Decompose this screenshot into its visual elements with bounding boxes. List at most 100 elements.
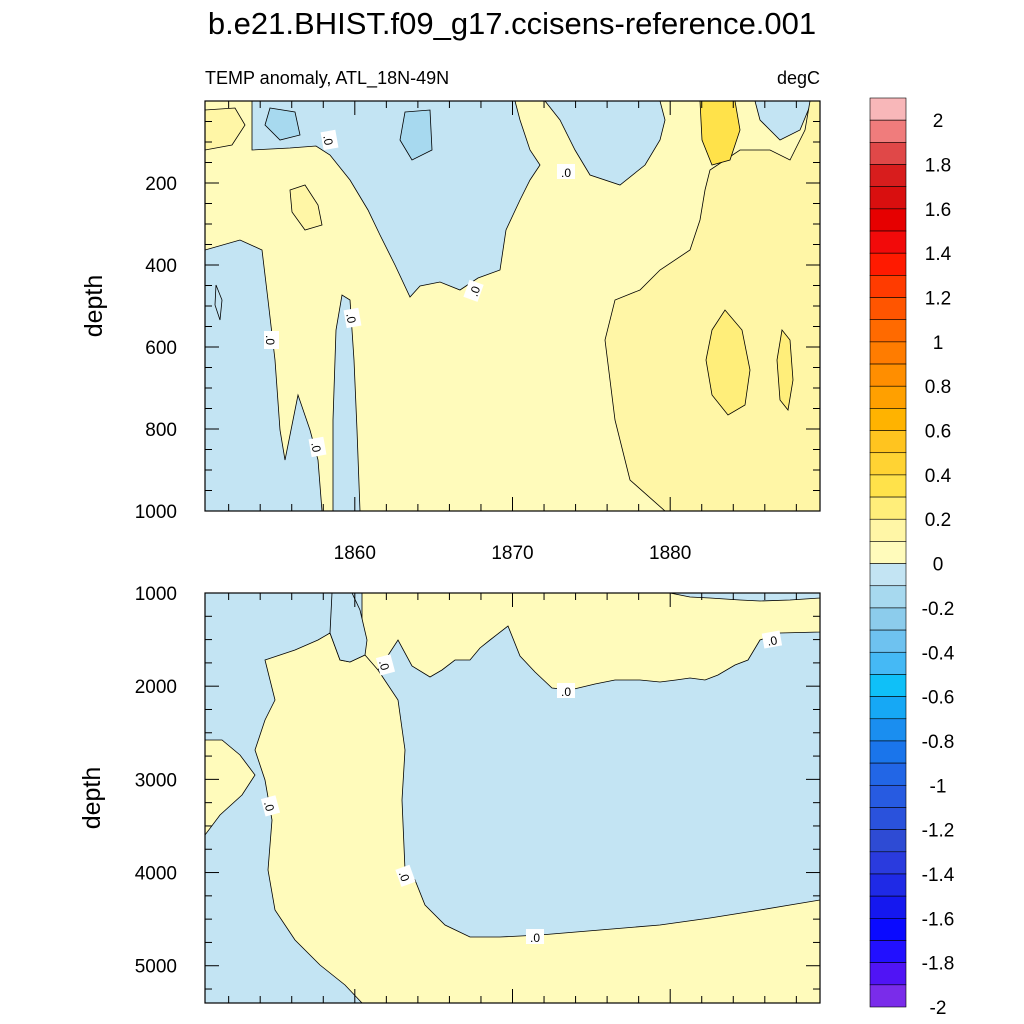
colorbar-swatch: [869, 363, 907, 387]
colorbar-swatch: [869, 452, 907, 476]
colorbar-label: -1: [930, 776, 947, 797]
top-positive-blob-small: [289, 184, 323, 231]
colorbar-swatch: [869, 208, 907, 232]
colorbar-swatch: [869, 563, 907, 587]
colorbar-label: -2: [930, 998, 947, 1019]
colorbar-swatch: [869, 829, 907, 853]
top-positive-blob-right: [776, 329, 794, 411]
bottom-ylabel: depth: [78, 767, 106, 830]
top-positive-blob-center: [705, 309, 751, 416]
colorbar-swatch: [869, 629, 907, 653]
colorbar-swatch: [869, 541, 907, 564]
left-subtitle: TEMP anomaly, ATL_18N-49N: [205, 68, 449, 89]
colorbar-swatch: [869, 740, 907, 764]
contour-label: .0: [557, 683, 575, 699]
contour-label-bg: [260, 795, 281, 817]
bottom-ytick-label: 3000: [135, 770, 177, 791]
bottom-ytick-label: 5000: [135, 957, 177, 978]
top-negative-blob-b: [399, 109, 433, 161]
bottom-ytick-label: 1000: [135, 584, 177, 605]
colorbar-label: 0.8: [925, 377, 951, 398]
colorbar-swatch: [869, 651, 907, 675]
contour-label-text: .0: [343, 312, 359, 325]
colorbar-label: -1.6: [922, 909, 955, 930]
colorbar-label: 1.8: [925, 156, 951, 177]
colorbar-swatch: [869, 275, 907, 298]
colorbar-swatch: [869, 918, 907, 941]
colorbar-swatch: [869, 851, 907, 875]
colorbar-label: -0.8: [922, 732, 955, 753]
colorbar-swatch: [869, 164, 907, 187]
top-ytick-label: 200: [145, 174, 177, 195]
colorbar-swatch: [869, 784, 907, 808]
contour-label-bg: [526, 929, 544, 944]
top-negative-region-farright: [754, 101, 813, 141]
colorbar-label: 0.4: [925, 466, 952, 487]
contour-label-bg: [320, 129, 339, 151]
colorbar-label: 0: [933, 555, 944, 576]
chart-title: b.e21.BHIST.f09_g17.ccisens-reference.00…: [208, 6, 816, 41]
units-label: degC: [777, 68, 820, 88]
top-contour-fill: [205, 101, 820, 511]
bottom-contour-fill: [205, 593, 820, 1003]
top-negative-column: [332, 294, 361, 511]
colorbar-swatch: [869, 984, 907, 1008]
top-ytick-label: 600: [145, 338, 177, 359]
bottom-positive-left-blob: [205, 739, 256, 836]
contour-label: .0: [260, 795, 281, 817]
contour-label-text: .0: [530, 931, 540, 945]
top-ytick-label: 1000: [135, 502, 177, 523]
colorbar-swatch: [869, 385, 907, 409]
contour-labels: .0 .0 .0 .0 .0 .0 .0 .0 .0 .0 .0 .0: [260, 129, 783, 945]
top-positive-blob-top: [699, 101, 741, 166]
contour-label-text: .0: [261, 800, 277, 814]
bottom-ytick-label: 2000: [135, 677, 177, 698]
contour-label: .0: [395, 864, 416, 887]
colorbar-swatch: [869, 895, 907, 919]
colorbar-swatch: [869, 297, 907, 321]
colorbar-label: -0.4: [922, 643, 955, 664]
top-negative-blob-c: [214, 284, 223, 321]
top-xtick-label: 1870: [491, 543, 533, 564]
colorbar-swatch: [869, 518, 907, 542]
contour-label: .0: [463, 279, 484, 302]
colorbar-label: 1.2: [925, 289, 951, 310]
colorbar-swatch: [869, 474, 907, 498]
contour-label-text: .0: [561, 166, 571, 180]
colorbar-label: 1: [933, 333, 944, 354]
top-positive-region-right: [604, 101, 820, 511]
colorbar-swatch: [869, 496, 907, 520]
contour-label-bg: [264, 331, 279, 349]
bottom-ytick-label: 4000: [135, 864, 177, 885]
colorbar-label: 2: [933, 111, 944, 132]
contour-label-bg: [308, 436, 327, 458]
contour-label: .0: [343, 307, 362, 329]
colorbar-swatch: [869, 142, 907, 165]
top-panel: 1860 1870 1880 200 400 600 800 1000 depth: [80, 100, 821, 564]
contour-label: .0: [557, 164, 575, 180]
contour-label-text: .0: [376, 659, 392, 673]
top-ytick-label: 400: [145, 256, 177, 277]
contour-label-text: .0: [396, 869, 413, 883]
bottom-panel: 1000 2000 3000 4000 5000 depth: [78, 584, 821, 1004]
colorbar-label: -0.2: [922, 599, 955, 620]
colorbar-swatch: [869, 962, 907, 986]
contour-label: .0: [526, 929, 544, 945]
colorbar-swatch: [869, 696, 907, 720]
colorbar-label: 0.2: [925, 510, 951, 531]
contour-label: .0: [761, 630, 783, 649]
top-xtick-label: 1860: [334, 543, 376, 564]
colorbar-label: -1.8: [922, 954, 955, 975]
colorbar-swatch: [869, 674, 907, 697]
top-negative-region-left: [205, 239, 323, 511]
contour-label-bg: [557, 683, 575, 698]
colorbar-swatch: [869, 430, 907, 454]
colorbar-swatch: [869, 97, 907, 121]
colorbar-swatch: [869, 341, 907, 365]
colorbar-swatch: [869, 607, 907, 631]
colorbar-swatch: [869, 762, 907, 786]
contour-label: .0: [308, 436, 327, 458]
colorbar-swatch: [869, 230, 907, 254]
colorbar-swatch: [869, 186, 907, 210]
